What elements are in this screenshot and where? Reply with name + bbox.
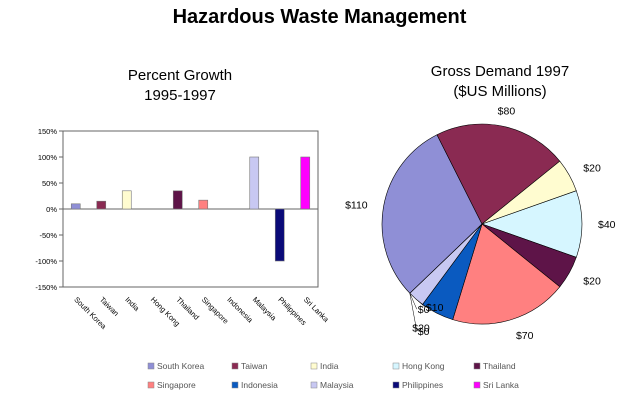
legend-label-south-korea: South Korea (157, 361, 205, 371)
pie-slice-singapore (452, 223, 561, 325)
y-tick-label: 50% (42, 179, 57, 188)
pie-chart-title-line-2: ($US Millions) (453, 83, 547, 100)
x-category-label: India (123, 295, 141, 313)
legend-swatch-malaysia (310, 381, 318, 389)
legend-swatch-thailand (473, 362, 481, 370)
legend-swatch-india (310, 362, 318, 370)
pie-label-india: $20 (583, 162, 601, 174)
pie-slice-taiwan (436, 123, 561, 225)
pie-label-indonesia: $20 (412, 323, 430, 335)
x-category-label: Taiwan (98, 295, 121, 318)
bar-chart-title-line-2: 1995-1997 (144, 87, 216, 104)
legend-label-indonesia: Indonesia (241, 380, 278, 390)
bar-malaysia (249, 156, 260, 210)
bar-singapore (198, 199, 209, 210)
y-tick-label: 150% (38, 127, 58, 136)
legend-label-singapore: Singapore (157, 380, 196, 390)
pie-label-philippines: $0 (418, 304, 430, 316)
legend-swatch-sri-lanka (473, 381, 481, 389)
legend-label-hong-kong: Hong Kong (402, 361, 445, 371)
y-tick-label: -100% (35, 257, 57, 266)
legend-label-taiwan: Taiwan (241, 361, 268, 371)
legend-label-india: India (320, 361, 339, 371)
x-category-label: Malaysia (251, 295, 279, 323)
pie-chart: $40$20$70$20$10$0$0$110$80$20 (345, 106, 616, 342)
bar-thailand (172, 190, 183, 210)
bar-sri-lanka (300, 156, 311, 210)
bar-taiwan (96, 200, 107, 210)
legend-swatch-singapore (147, 381, 155, 389)
bar-chart-title: Percent Growth 1995-1997 (60, 66, 300, 106)
pie-label-singapore: $70 (516, 330, 534, 342)
pie-leader-line (409, 293, 418, 332)
pie-label-sri-lanka: $0 (418, 326, 430, 338)
pie-chart-title-line-1: Gross Demand 1997 (430, 63, 570, 80)
legend-swatch-taiwan (231, 362, 239, 370)
legend-swatch-philippines (392, 381, 400, 389)
page-title: Hazardous Waste Management (172, 6, 467, 28)
pie-label-hong-kong: $40 (598, 219, 616, 231)
legend-label-sri-lanka: Sri Lanka (483, 380, 519, 390)
y-tick-label: -50% (39, 231, 57, 240)
pie-slice-india (481, 160, 577, 225)
y-tick-label: 0% (46, 205, 57, 214)
pie-label-taiwan: $80 (498, 106, 516, 118)
y-tick-label: 100% (38, 153, 58, 162)
legend-swatch-south-korea (147, 362, 155, 370)
legend-swatch-hong-kong (392, 362, 400, 370)
y-tick-label: -150% (35, 283, 57, 292)
pie-label-south-korea: $110 (345, 199, 368, 211)
pie-label-thailand: $20 (583, 276, 601, 288)
bar-india (121, 190, 132, 210)
legend-label-thailand: Thailand (483, 361, 516, 371)
bar-philippines (274, 208, 285, 262)
pie-label-malaysia: $10 (426, 302, 444, 314)
bar-south-korea (70, 203, 81, 210)
bar-chart-title-line-1: Percent Growth (127, 67, 233, 84)
pie-slice-south-korea (381, 134, 483, 294)
pie-leader-line (415, 298, 426, 308)
pie-chart-title: Gross Demand 1997 ($US Millions) (380, 62, 620, 102)
x-category-label: Indonesia (225, 295, 255, 325)
pie-slice-hong-kong (481, 190, 583, 258)
legend-label-philippines: Philippines (402, 380, 443, 390)
legend: South Korea Taiwan India Hong Kong Thailand S… (147, 361, 519, 390)
pie-leader-line (409, 293, 418, 310)
legend-swatch-indonesia (231, 381, 239, 389)
legend-label-malaysia: Malaysia (320, 380, 354, 390)
bar-chart: 150%100%50%0%-50%-100%-150%South KoreaTa… (35, 127, 331, 331)
